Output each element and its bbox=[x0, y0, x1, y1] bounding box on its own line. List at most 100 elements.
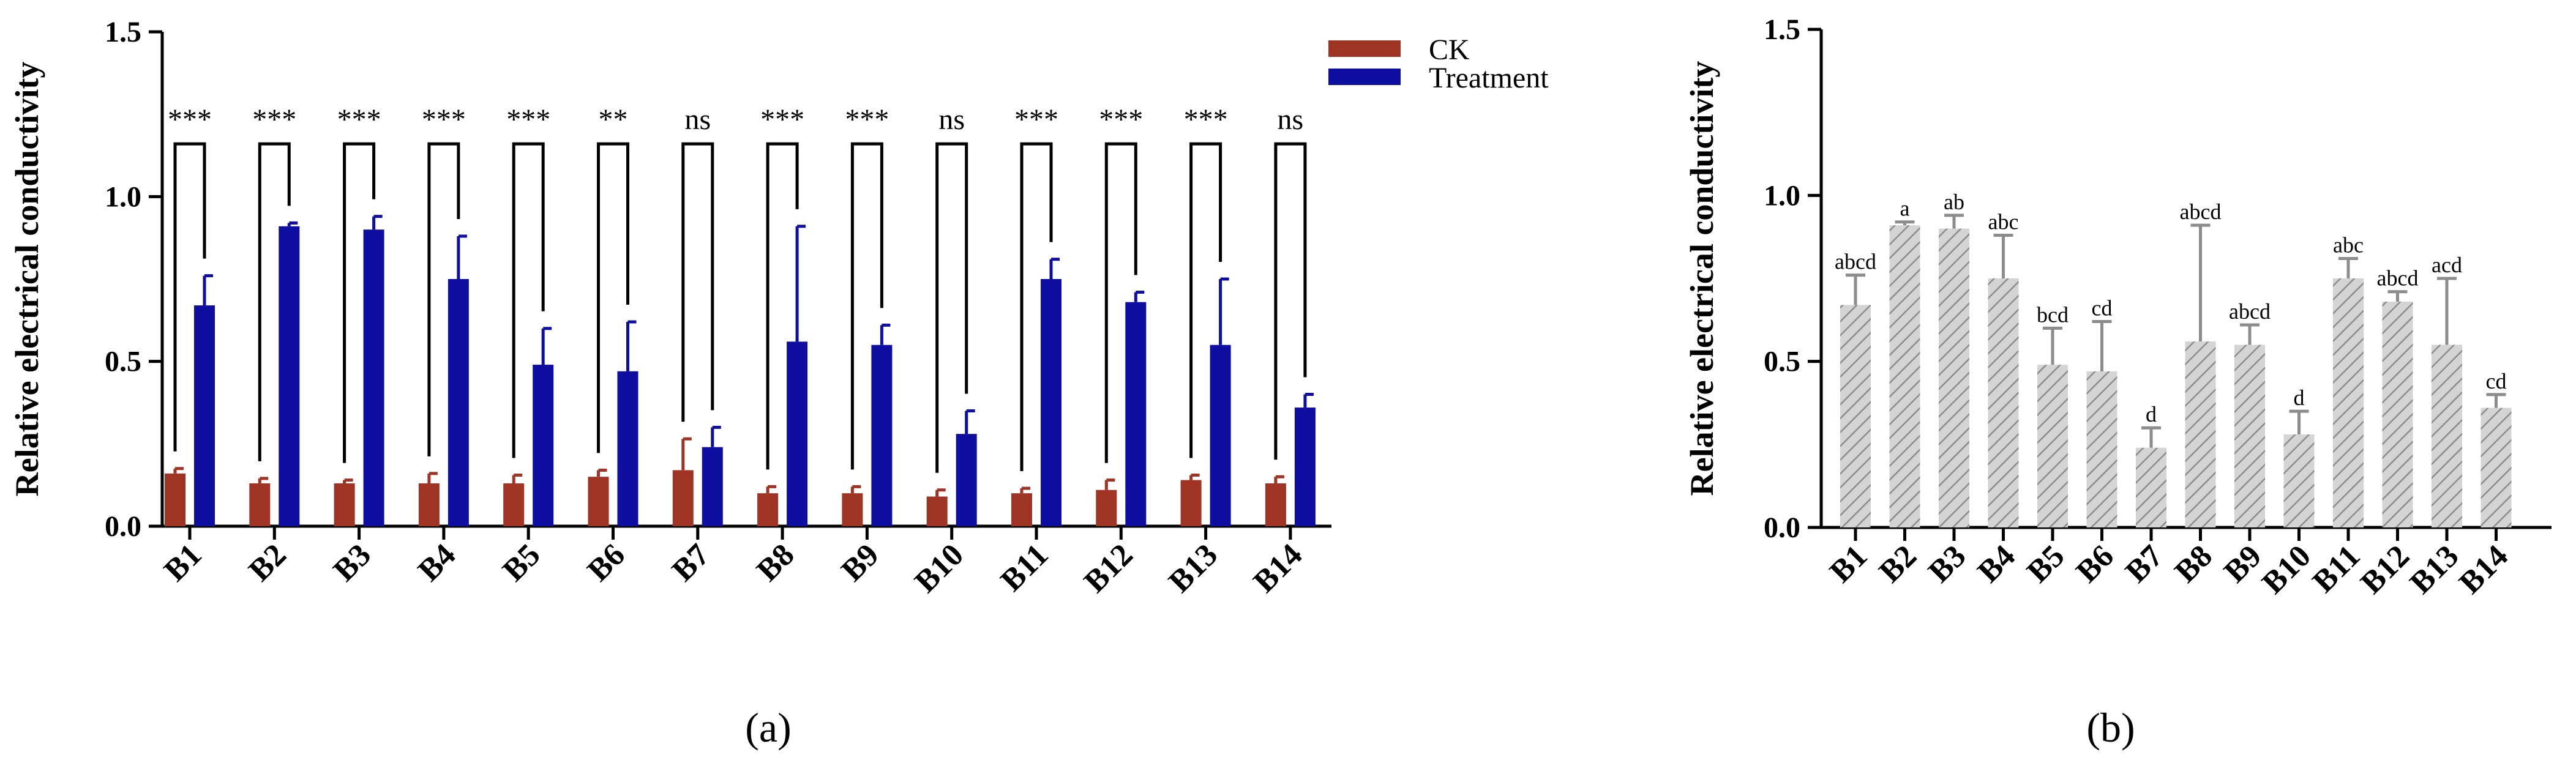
bar bbox=[2136, 447, 2166, 527]
bar-ck bbox=[165, 473, 185, 526]
y-tick-label: 1.0 bbox=[105, 181, 141, 213]
significance-letter: a bbox=[1900, 196, 1910, 221]
significance-letter: cd bbox=[2486, 369, 2507, 393]
x-tick-label: B3 bbox=[1922, 538, 1972, 589]
x-tick-label: B12 bbox=[2354, 538, 2416, 601]
significance-bracket bbox=[258, 142, 291, 461]
x-tick-label: B13 bbox=[1162, 537, 1224, 600]
x-tick-label: B4 bbox=[411, 537, 462, 588]
bar-treatment bbox=[447, 279, 469, 526]
bar-treatment bbox=[1294, 408, 1316, 526]
significance-letter: d bbox=[2146, 402, 2157, 426]
x-tick-label: B2 bbox=[1873, 538, 1923, 589]
x-tick-label: B12 bbox=[1077, 537, 1140, 600]
x-tick-label: B14 bbox=[1247, 537, 1309, 600]
bar-ck bbox=[842, 493, 863, 526]
panel-a-chart: 0.0 0.5 1.0 1.5 Relative electrical conducti… bbox=[9, 16, 1549, 751]
bar-ck bbox=[1180, 480, 1202, 526]
bar-ck bbox=[334, 483, 355, 526]
significance-letter: abc bbox=[2333, 233, 2364, 257]
panel-label-a: (a) bbox=[745, 704, 791, 751]
x-tick-label: B3 bbox=[327, 537, 378, 588]
significance-letter: abcd bbox=[1835, 250, 1876, 274]
bar-treatment bbox=[617, 371, 638, 526]
bar bbox=[2234, 344, 2265, 527]
x-tick-label: B1 bbox=[1823, 538, 1874, 589]
x-tick-label: B4 bbox=[1971, 538, 2022, 589]
bar-treatment bbox=[702, 447, 723, 526]
bar-treatment bbox=[1125, 302, 1147, 526]
x-tick-label: B6 bbox=[581, 537, 632, 588]
x-tick-label: B11 bbox=[994, 537, 1055, 598]
x-tick-label: B7 bbox=[665, 537, 716, 588]
significance-bracket bbox=[343, 142, 376, 463]
x-tick-label: B6 bbox=[2070, 538, 2121, 589]
x-tick-label: B10 bbox=[2255, 538, 2318, 601]
significance-letter: bcd bbox=[2037, 302, 2069, 327]
legend-swatch-treatment bbox=[1328, 69, 1401, 85]
y-axis-title: Relative electrical conductivity bbox=[9, 62, 45, 497]
bar-ck bbox=[1011, 493, 1032, 526]
significance-letter: abc bbox=[1988, 209, 2019, 234]
significance-bracket bbox=[1104, 142, 1137, 463]
x-tick-label: B10 bbox=[908, 537, 971, 600]
significance-bracket bbox=[1020, 142, 1053, 472]
bar bbox=[1889, 225, 1920, 527]
bar bbox=[1988, 278, 2019, 527]
significance-label: *** bbox=[337, 103, 381, 136]
significance-letter: acd bbox=[2432, 253, 2462, 277]
significance-bracket bbox=[850, 142, 883, 470]
bar bbox=[2185, 341, 2216, 527]
x-tick-label: B11 bbox=[2306, 538, 2367, 600]
bar bbox=[1939, 228, 1969, 527]
legend-label-treatment: Treatment bbox=[1429, 62, 1549, 94]
significance-label: *** bbox=[1184, 103, 1228, 136]
x-tick-label: B5 bbox=[496, 537, 547, 588]
x-tick-label: B2 bbox=[242, 537, 293, 588]
bar-treatment bbox=[533, 365, 554, 526]
significance-label: *** bbox=[168, 103, 212, 136]
y-tick-label: 1.5 bbox=[1764, 13, 1800, 46]
x-tick-label: B8 bbox=[750, 537, 801, 588]
legend-swatch-ck bbox=[1328, 40, 1401, 57]
bar-ck bbox=[1265, 483, 1286, 526]
significance-bracket bbox=[597, 142, 629, 453]
x-tick-label: B1 bbox=[157, 537, 208, 588]
bar-treatment bbox=[1210, 344, 1231, 526]
significance-label: *** bbox=[506, 103, 550, 136]
bar-treatment bbox=[194, 305, 215, 526]
bar-ck bbox=[249, 483, 271, 526]
significance-label: *** bbox=[252, 103, 296, 136]
significance-label: *** bbox=[760, 103, 804, 136]
x-tick-label: B5 bbox=[2020, 538, 2071, 589]
significance-letter: d bbox=[2294, 385, 2305, 410]
significance-label: *** bbox=[1099, 103, 1143, 136]
x-tick-label: B9 bbox=[835, 537, 886, 588]
y-tick-label: 0.0 bbox=[105, 510, 141, 543]
x-tick-label: B14 bbox=[2452, 538, 2515, 601]
y-axis-title: Relative electrical conductivity bbox=[1683, 61, 1720, 496]
bar bbox=[2481, 408, 2512, 527]
significance-label: *** bbox=[845, 103, 889, 136]
bar-treatment bbox=[787, 341, 808, 526]
x-tick-label: B8 bbox=[2168, 538, 2219, 589]
significance-label: ns bbox=[938, 103, 965, 136]
bar bbox=[2086, 371, 2117, 527]
significance-label: ** bbox=[599, 103, 628, 136]
significance-bracket bbox=[681, 142, 714, 422]
significance-label: *** bbox=[422, 103, 466, 136]
bar-treatment bbox=[279, 226, 300, 526]
significance-bracket bbox=[935, 142, 968, 473]
bar-ck bbox=[588, 477, 609, 526]
y-tick-label: 1.0 bbox=[1764, 179, 1800, 212]
significance-bracket bbox=[1274, 142, 1307, 460]
significance-label: *** bbox=[1014, 103, 1058, 136]
x-tick-label: B7 bbox=[2119, 538, 2170, 589]
y-tick-label: 0.5 bbox=[105, 346, 141, 378]
significance-label: ns bbox=[684, 103, 711, 136]
significance-bracket bbox=[173, 142, 206, 452]
x-tick-label: B13 bbox=[2403, 538, 2466, 601]
bar bbox=[2382, 301, 2413, 527]
significance-bracket bbox=[427, 142, 460, 456]
